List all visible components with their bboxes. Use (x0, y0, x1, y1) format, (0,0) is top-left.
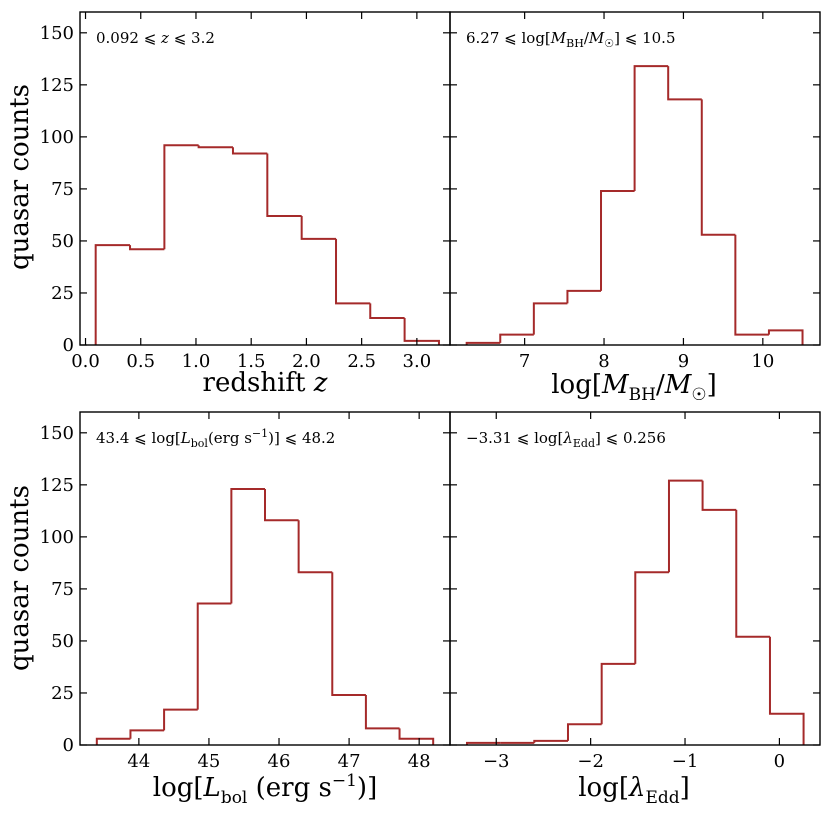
z-xtick-label-6: 3.0 (403, 351, 432, 372)
z-ytick-label-2: 50 (51, 231, 74, 252)
xlabel-redshift: redshift z (203, 368, 328, 398)
mbh-xtick-label-2: 9 (678, 351, 689, 372)
z-ytick-label-3: 75 (51, 179, 74, 200)
z-axes-frame (79, 11, 451, 346)
edd-axes-frame (449, 411, 821, 746)
z-xtick-label-3: 1.5 (237, 351, 266, 372)
lbol-xtick-label-0: 44 (127, 751, 150, 772)
ylabel-bottom: quasar counts (5, 485, 35, 671)
lbol-xtick-label-3: 47 (338, 751, 361, 772)
panel-redshift: 0.092 ⩽ z ⩽ 3.2 redshift z quasar counts… (5, 11, 451, 398)
mbh-bin-9 (767, 329, 804, 345)
edd-bin-3 (566, 723, 602, 741)
z-bin-6 (300, 215, 337, 240)
z-bin-1 (129, 245, 165, 251)
z-ytick-label-4: 100 (40, 127, 74, 148)
mbh-bin-4 (600, 189, 635, 291)
mbh-bin-8 (734, 234, 769, 336)
z-bin-5 (266, 153, 302, 217)
xlabel-mbh: log[MBH/M☉] (551, 370, 717, 405)
z-bin-8 (369, 303, 405, 319)
lbol-xtick-label-4: 48 (408, 751, 431, 772)
ylabel-top: quasar counts (5, 84, 35, 270)
lbol-bin-3 (196, 602, 232, 710)
annotation-mbh: 6.27 ⩽ log[MBH/M☉] ⩽ 10.5 (466, 29, 676, 50)
mbh-xtick-label-3: 10 (751, 351, 774, 372)
edd-bin-5 (634, 571, 669, 664)
panel-edd: −3.31 ⩽ log[λEdd] ⩽ 0.256 log[λEdd] −3 −2… (449, 411, 821, 808)
z-xtick-label-2: 1.0 (182, 351, 211, 372)
mbh-bin-6 (667, 66, 702, 101)
edd-bin-8 (735, 509, 770, 638)
lbol-bin-8 (364, 695, 400, 730)
mbh-xtick-label-1: 8 (598, 351, 609, 372)
z-bin-2 (163, 144, 199, 250)
mbh-bin-7 (700, 99, 736, 236)
lbol-ytick-label-1: 25 (51, 683, 74, 704)
lbol-bin-4 (230, 488, 265, 604)
xlabel-lbol: log[Lbol (erg s−1)] (153, 771, 377, 808)
edd-bin-4 (600, 662, 636, 725)
z-bin-3 (197, 145, 233, 149)
edd-bin-6 (667, 479, 703, 573)
mbh-axes-frame (449, 11, 821, 346)
mbh-bin-3 (566, 289, 602, 304)
mbh-bin-5 (633, 65, 669, 191)
lbol-axes-frame (79, 411, 451, 746)
mbh-xtick-label-0: 7 (519, 351, 530, 372)
z-ytick-label-0: 0 (63, 335, 74, 356)
edd-xtick-label-3: 0 (774, 751, 785, 772)
lbol-ytick-label-3: 75 (51, 579, 74, 600)
lbol-ytick-label-6: 150 (40, 423, 74, 444)
lbol-xtick-label-2: 46 (268, 751, 291, 772)
lbol-bin-0 (95, 737, 131, 745)
lbol-bin-2 (163, 708, 198, 731)
z-xtick-label-0: 0.0 (71, 351, 100, 372)
z-xtick-label-4: 2.0 (292, 351, 321, 372)
edd-xtick-label-2: −1 (672, 751, 699, 772)
lbol-bin-7 (331, 572, 366, 697)
edd-bin-2 (533, 739, 568, 743)
edd-bin-9 (768, 636, 805, 745)
annotation-edd: −3.31 ⩽ log[λEdd] ⩽ 0.256 (466, 429, 666, 450)
z-bin-0 (94, 244, 131, 345)
edd-xtick-label-0: −3 (483, 751, 510, 772)
mbh-bin-2 (532, 302, 568, 335)
edd-bin-7 (701, 480, 737, 511)
z-bin-9 (403, 317, 440, 345)
lbol-ytick-label-0: 0 (63, 735, 74, 756)
z-bin-7 (335, 238, 371, 305)
z-xtick-label-5: 2.5 (347, 351, 376, 372)
lbol-ytick-label-5: 125 (40, 475, 74, 496)
annotation-redshift: 0.092 ⩽ z ⩽ 3.2 (96, 29, 215, 47)
lbol-bin-9 (398, 728, 435, 745)
z-ytick-label-1: 25 (51, 283, 74, 304)
lbol-ytick-label-4: 100 (40, 527, 74, 548)
z-ytick-label-5: 125 (40, 75, 74, 96)
z-ytick-label-6: 150 (40, 23, 74, 44)
lbol-bin-1 (129, 729, 165, 739)
edd-xtick-label-1: −2 (577, 751, 604, 772)
panel-mbh: 6.27 ⩽ log[MBH/M☉] ⩽ 10.5 log[MBH/M☉] 7 8… (449, 11, 821, 405)
mbh-bin-1 (499, 333, 534, 343)
lbol-ytick-label-2: 50 (51, 631, 74, 652)
lbol-xtick-label-1: 45 (197, 751, 220, 772)
lbol-bin-5 (264, 489, 299, 522)
z-xtick-label-1: 0.5 (126, 351, 155, 372)
z-bin-4 (231, 147, 268, 155)
lbol-bin-6 (297, 520, 333, 574)
xlabel-edd: log[λEdd] (578, 773, 690, 808)
annotation-lbol: 43.4 ⩽ log[Lbol(erg s−1)] ⩽ 48.2 (96, 427, 335, 450)
panel-lbol: 43.4 ⩽ log[Lbol(erg s−1)] ⩽ 48.2 log[Lbo… (5, 411, 451, 808)
